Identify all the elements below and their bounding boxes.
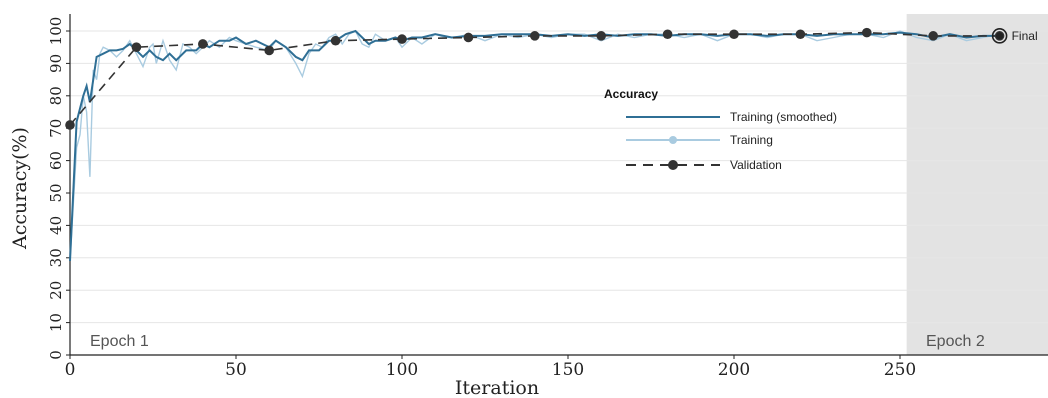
x-axis-title: Iteration [455, 377, 539, 398]
y-tick-label: 20 [47, 281, 65, 300]
epoch-2-label: Epoch 2 [926, 333, 985, 350]
y-tick-label: 70 [47, 119, 65, 138]
y-tick-label: 50 [47, 183, 65, 202]
x-tick-label: 200 [718, 360, 750, 380]
final-marker [991, 28, 1008, 44]
legend-marker-training [669, 136, 677, 144]
y-tick-label: 90 [47, 54, 65, 73]
legend-label-training: Training [730, 133, 773, 147]
y-tick-label: 80 [47, 86, 65, 105]
legend: Accuracy Training (smoothed) Training Va… [604, 87, 837, 172]
validation-point [463, 32, 474, 43]
y-tick-label: 40 [47, 216, 65, 235]
training-smoothed-series [69, 29, 1000, 262]
validation-point [596, 31, 606, 41]
x-tick-label: 150 [552, 360, 584, 380]
training-line [69, 30, 1000, 262]
validation-point [264, 45, 275, 56]
y-tick-label: 100 [47, 17, 65, 46]
y-tick-label: 30 [47, 248, 65, 267]
validation-point [862, 27, 872, 38]
training-smoothed-line [69, 29, 1000, 262]
validation-series [65, 27, 1005, 130]
validation-point [928, 31, 938, 41]
legend-title: Accuracy [604, 87, 658, 101]
y-tick-label: 60 [47, 151, 65, 170]
validation-point [65, 120, 75, 130]
final-dot [996, 32, 1004, 40]
validation-point [397, 34, 407, 44]
legend-marker-validation [668, 160, 678, 170]
final-label: Final [1012, 29, 1038, 43]
x-tick-label: 0 [65, 360, 76, 380]
validation-point [729, 29, 739, 40]
legend-label-training-smoothed: Training (smoothed) [730, 110, 837, 124]
x-tick-label: 50 [225, 360, 247, 380]
x-tick-label: 250 [884, 360, 916, 380]
x-tick-label: 100 [386, 360, 418, 380]
validation-point [131, 42, 142, 52]
validation-point [198, 39, 208, 49]
y-axis-title: Accuracy(%) [9, 127, 31, 250]
validation-point [330, 35, 341, 46]
validation-point [795, 29, 806, 40]
validation-point [530, 31, 540, 41]
y-tick-label: 0 [47, 350, 65, 360]
training-series [69, 30, 1000, 262]
y-axis-ticks: 0 10 20 30 40 50 60 70 80 90 100 [47, 17, 70, 360]
y-tick-label: 10 [47, 313, 65, 332]
final-ring [991, 28, 1008, 44]
validation-point [662, 29, 673, 40]
gridlines [70, 30, 1048, 324]
epoch-2-shade [906, 14, 1048, 355]
legend-label-validation: Validation [730, 158, 782, 172]
epoch-1-label: Epoch 1 [90, 333, 149, 350]
x-axis-ticks: 0 50 100 150 200 250 [65, 355, 916, 380]
